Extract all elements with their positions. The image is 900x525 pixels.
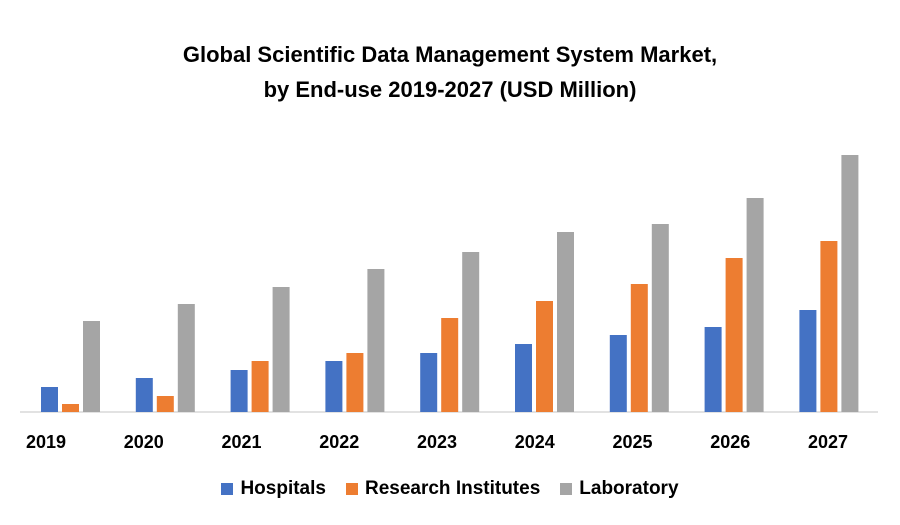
legend-swatch <box>221 483 234 495</box>
bar-research-institutes-2024 <box>536 301 553 412</box>
bar-research-institutes-2027 <box>820 241 838 412</box>
bar-research-institutes-2023 <box>441 318 459 412</box>
legend-item-hospitals: Hospitals <box>221 478 326 500</box>
bar-hospitals-2024 <box>515 344 532 412</box>
bar-hospitals-2019 <box>41 387 58 412</box>
bar-hospitals-2020 <box>135 378 153 412</box>
bar-laboratory-2020 <box>177 304 195 412</box>
bar-laboratory-2025 <box>651 224 669 412</box>
legend: Hospitals Research Institutes Laboratory <box>0 478 900 500</box>
bar-hospitals-2022 <box>325 361 343 412</box>
chart-title-line-1: Global Scientific Data Management System… <box>182 42 718 67</box>
bar-laboratory-2023 <box>462 252 480 412</box>
bar-research-institutes-2021 <box>251 361 269 412</box>
bar-hospitals-2027 <box>799 310 817 412</box>
bar-hospitals-2021 <box>230 370 248 412</box>
bar-hospitals-2023 <box>420 353 438 412</box>
legend-item-laboratory: Laboratory <box>560 478 679 500</box>
x-tick-label: 2026 <box>710 432 750 452</box>
legend-item-research-institutes: Research Institutes <box>345 478 541 500</box>
bar-laboratory-2022 <box>367 269 385 412</box>
bar-laboratory-2019 <box>83 321 100 412</box>
bar-laboratory-2024 <box>557 232 574 412</box>
bar-research-institutes-2019 <box>62 404 79 412</box>
x-tick-label: 2022 <box>319 432 359 452</box>
x-tick-label: 2027 <box>808 432 848 452</box>
legend-label: Laboratory <box>579 478 679 499</box>
bar-research-institutes-2025 <box>630 284 648 412</box>
bar-research-institutes-2022 <box>346 353 364 412</box>
bar-laboratory-2021 <box>272 287 290 412</box>
bar-research-institutes-2026 <box>725 258 743 412</box>
bar-research-institutes-2020 <box>156 396 174 412</box>
x-tick-label: 2019 <box>26 432 66 452</box>
x-tick-label: 2023 <box>417 432 457 452</box>
x-tick-label: 2021 <box>221 432 261 452</box>
bar-laboratory-2026 <box>746 198 764 412</box>
x-tick-label: 2024 <box>515 432 555 452</box>
x-tick-label: 2025 <box>612 432 652 452</box>
bar-laboratory-2027 <box>841 155 859 412</box>
x-tick-label: 2020 <box>124 432 164 452</box>
legend-label: Hospitals <box>240 478 326 499</box>
legend-swatch <box>560 483 573 495</box>
legend-swatch <box>345 483 358 495</box>
chart-title-line-2: by End-use 2019-2027 (USD Million) <box>263 77 637 102</box>
bar-hospitals-2026 <box>704 327 722 412</box>
bar-hospitals-2025 <box>609 335 627 412</box>
legend-label: Research Institutes <box>364 478 541 499</box>
